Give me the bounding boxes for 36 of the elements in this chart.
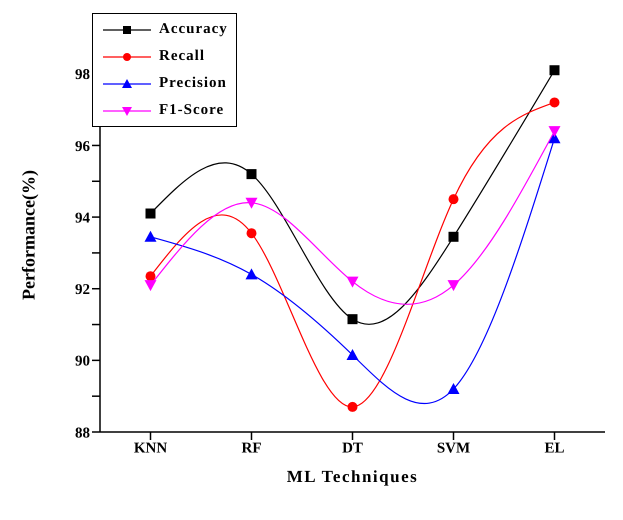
y-tick-label: 96: [75, 138, 90, 155]
point: [246, 198, 258, 209]
x-tick-label: SVM: [436, 440, 470, 457]
y-tick-label: 98: [75, 67, 90, 84]
legend-label: Recall: [159, 48, 205, 65]
legend-label: Accuracy: [159, 21, 228, 38]
x-tick-label: DT: [342, 440, 363, 457]
y-tick-label: 92: [75, 282, 90, 298]
x-tick-label: RF: [242, 440, 262, 457]
point: [548, 126, 560, 138]
point: [346, 276, 358, 288]
legend-label: F1-Score: [159, 102, 224, 119]
x-tick-label: KNN: [134, 440, 168, 457]
point: [246, 228, 256, 238]
point: [246, 169, 256, 180]
point: [448, 280, 460, 292]
point: [448, 232, 458, 242]
point: [146, 271, 156, 282]
point: [246, 268, 258, 280]
point: [348, 402, 358, 412]
y-axis-title: Performance(%): [18, 170, 38, 300]
point: [550, 65, 560, 76]
point: [448, 194, 458, 204]
point: [144, 230, 156, 242]
legend-label: Precision: [159, 75, 227, 92]
x-axis-title: ML Techniques: [286, 467, 418, 486]
point: [448, 383, 460, 394]
point: [550, 97, 560, 108]
y-tick-label: 94: [75, 210, 90, 226]
point: [348, 314, 358, 324]
y-tick-label: 88: [75, 425, 90, 442]
point: [144, 280, 156, 292]
y-tick-label: 90: [75, 354, 90, 370]
point: [146, 208, 156, 219]
point: [346, 348, 358, 360]
x-tick-label: EL: [544, 440, 565, 457]
